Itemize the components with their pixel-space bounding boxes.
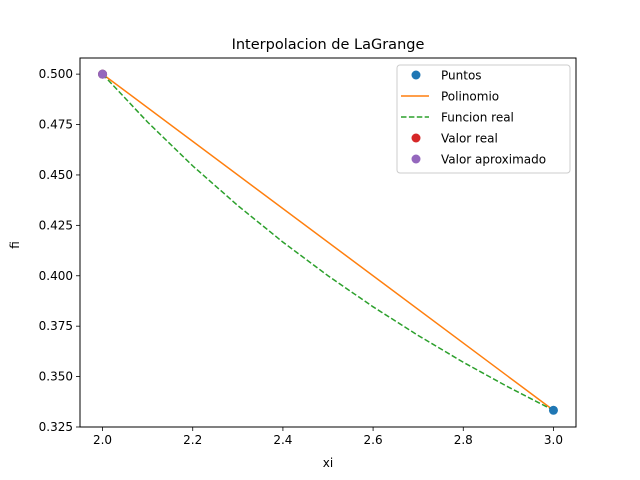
x-tick-label: 2.2 [183,433,202,447]
plot-area [98,69,558,415]
legend-marker-valor-aproximado [411,154,421,164]
legend-box [396,64,571,174]
x-axis-label: xi [323,456,333,470]
x-tick-label: 2.8 [454,433,473,447]
legend-marker-valor-real [411,133,421,143]
legend-label: Funcion real [441,111,514,125]
y-tick-label: 0.425 [39,218,73,232]
x-tick-label: 2.4 [273,433,292,447]
legend: Puntos Polinomio Funcion real Valor real Val… [396,64,571,174]
y-tick-label: 0.350 [39,370,73,384]
x-axis: 2.0 2.2 2.4 2.6 2.8 3.0 [93,427,563,447]
x-tick-label: 2.0 [93,433,112,447]
x-tick-label: 3.0 [544,433,563,447]
y-tick-label: 0.500 [39,67,73,81]
y-tick-label: 0.400 [39,269,73,283]
point-valor-aproximado [98,69,108,79]
y-axis: 0.325 0.350 0.375 0.400 0.425 0.450 0.475 0.500 [39,67,80,434]
legend-marker-puntos [411,70,421,80]
legend-label: Valor aproximado [441,153,546,167]
legend-label: Puntos [441,69,482,83]
legend-label: Polinomio [441,90,499,104]
y-tick-label: 0.375 [39,319,73,333]
point-puntos [548,405,558,415]
x-tick-label: 2.6 [364,433,383,447]
series-line-funcion-real [102,73,554,411]
plot-frame [79,57,577,428]
y-tick-label: 0.475 [39,118,73,132]
y-tick-label: 0.450 [39,168,73,182]
y-tick-label: 0.325 [39,420,73,434]
legend-label: Valor real [441,132,498,146]
y-axis-label: fi [8,241,22,249]
series-line-polinomio [102,73,554,411]
chart-title: Interpolacion de LaGrange [232,37,425,53]
